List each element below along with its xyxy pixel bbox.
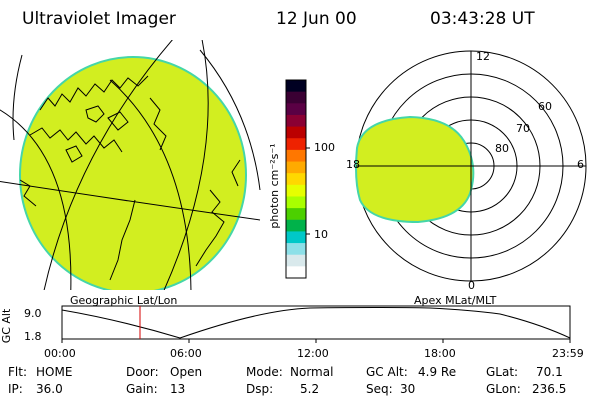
mlt-label-12: 12 [476,50,490,63]
door-label: Door: [126,365,159,379]
colorbar-segment [286,208,306,221]
altitude-ylabel: GC Alt [0,308,13,343]
polar-plot: 12 18 6 0 60 70 80 [346,50,587,292]
lat-lon-grid [0,40,261,290]
colorbar-segment [286,91,306,104]
altitude-curve [61,307,571,339]
colorbar-segment [286,173,306,186]
ip-label: IP: [8,382,23,396]
altitude-xtick-2359: 23:59 [552,347,584,360]
colorbar-segment [286,126,306,139]
seq-label: Seq: [366,382,393,396]
colorbar-segment [286,103,306,116]
altitude-x-ticks [61,339,571,343]
gc-alt-label: GC Alt: [366,365,408,379]
door-value: Open [170,365,203,379]
gain-label: Gain: [126,382,158,396]
aurora-emission-region [19,56,247,290]
colorbar-tick-label-high: 100 [314,141,335,154]
flight-value: HOME [36,365,73,379]
geographic-map [0,40,261,290]
colorbar-segment [286,80,306,93]
geo-map-label: Geographic Lat/Lon [70,294,178,307]
flight-label: Flt: [8,365,27,379]
colorbar-segment [286,161,306,174]
instrument-title: Ultraviolet Imager [22,9,176,29]
polar-plot-label: Apex MLat/MLT [414,294,497,307]
colorbar-segment [286,114,306,128]
coastlines [20,75,241,281]
glat-label: GLat: [486,365,519,379]
altitude-xtick-1800: 18:00 [424,347,456,360]
altitude-ytick-high: 9.0 [24,307,42,320]
altitude-xtick-0000: 00:00 [44,347,76,360]
seq-value: 30 [400,382,416,396]
mlt-label-18: 18 [346,158,360,171]
colorbar-segment [286,231,306,244]
colorbar-segment [286,266,306,279]
aurora-oval [355,115,475,224]
mlt-label-0: 0 [468,279,475,292]
ip-value: 36.0 [36,382,63,396]
altitude-ytick-low: 1.8 [24,330,42,343]
colorbar-tick-label-low: 10 [314,228,328,241]
colorbar-segment [286,219,306,233]
mlat-label-80: 80 [495,142,509,155]
colorbar-segment [286,243,306,256]
glon-label: GLon: [486,382,521,396]
glat-value: 70.1 [536,365,563,379]
mlat-label-70: 70 [516,122,530,135]
colorbar-unit-label: photon cm⁻²s⁻¹ [268,143,281,228]
colorbar-segment [286,149,306,163]
colorbar-segment [286,138,306,151]
time-label: 03:43:28 UT [430,9,535,29]
dsp-value: 5.2 [300,382,320,396]
date-label: 12 Jun 00 [276,9,357,29]
mode-label: Mode: [246,365,283,379]
colorbar-segment [286,184,306,198]
altitude-plot-frame [61,305,571,340]
colorbar-frame [285,79,307,279]
gain-value: 13 [170,382,186,396]
glon-value: 236.5 [532,382,567,396]
altitude-xtick-0600: 06:00 [170,347,202,360]
colorbar-gradient [286,80,306,279]
altitude-xtick-1200: 12:00 [297,347,329,360]
mlt-label-6: 6 [577,158,584,171]
mlt-axes [356,51,586,281]
colorbar-segment [286,196,306,209]
gc-alt-value: 4.9 Re [418,365,457,379]
dsp-label: Dsp: [246,382,274,396]
colorbar-segment [286,254,306,267]
mode-value: Normal [290,365,334,379]
mlat-label-60: 60 [538,100,552,113]
altitude-plot: GC Alt 9.0 1.8 00:00 06:00 12:00 18:00 2… [0,305,584,360]
colorbar: photon cm⁻²s⁻¹ [268,79,310,279]
